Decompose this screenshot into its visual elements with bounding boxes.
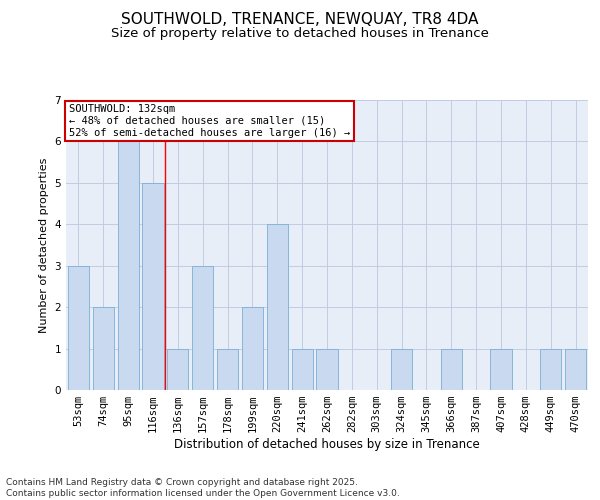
- Bar: [316, 348, 338, 390]
- Text: Contains HM Land Registry data © Crown copyright and database right 2025.
Contai: Contains HM Land Registry data © Crown c…: [6, 478, 400, 498]
- Bar: [118, 142, 139, 390]
- Bar: [565, 348, 586, 390]
- Bar: [490, 348, 512, 390]
- Bar: [93, 307, 114, 390]
- Bar: [391, 348, 412, 390]
- Bar: [142, 183, 164, 390]
- Text: Size of property relative to detached houses in Trenance: Size of property relative to detached ho…: [111, 28, 489, 40]
- Bar: [217, 348, 238, 390]
- Y-axis label: Number of detached properties: Number of detached properties: [39, 158, 49, 332]
- Bar: [441, 348, 462, 390]
- Text: SOUTHWOLD, TRENANCE, NEWQUAY, TR8 4DA: SOUTHWOLD, TRENANCE, NEWQUAY, TR8 4DA: [121, 12, 479, 28]
- Bar: [242, 307, 263, 390]
- Bar: [267, 224, 288, 390]
- Text: SOUTHWOLD: 132sqm
← 48% of detached houses are smaller (15)
52% of semi-detached: SOUTHWOLD: 132sqm ← 48% of detached hous…: [68, 104, 350, 138]
- Bar: [167, 348, 188, 390]
- Bar: [68, 266, 89, 390]
- Bar: [540, 348, 561, 390]
- X-axis label: Distribution of detached houses by size in Trenance: Distribution of detached houses by size …: [174, 438, 480, 451]
- Bar: [192, 266, 213, 390]
- Bar: [292, 348, 313, 390]
